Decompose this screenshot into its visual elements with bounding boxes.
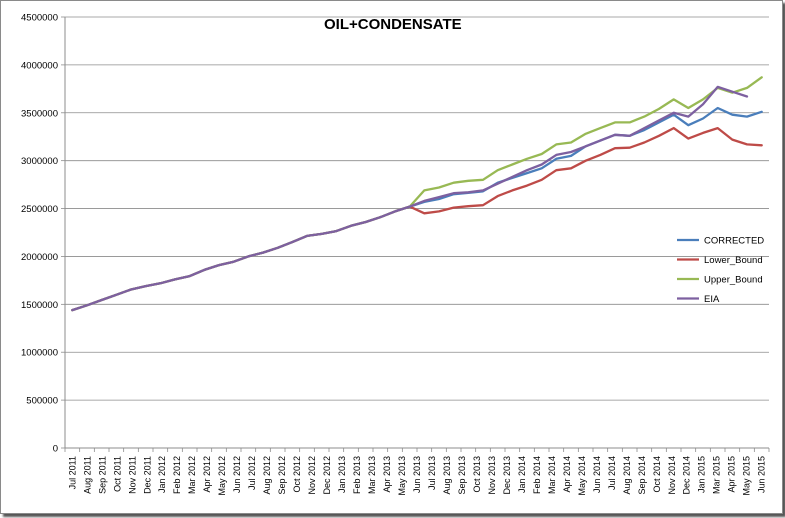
- x-tick-label: Jan 2015: [697, 456, 707, 493]
- x-tick-label: Nov 2012: [307, 456, 317, 495]
- x-tick-label: Feb 2013: [352, 456, 362, 494]
- x-tick-label: Oct 2012: [292, 456, 302, 493]
- x-tick-label: Sep 2012: [277, 456, 287, 495]
- x-tick-label: Dec 2013: [502, 456, 512, 495]
- x-tick-label: Sep 2013: [457, 456, 467, 495]
- x-tick-label: Jun 2012: [232, 456, 242, 493]
- x-tick-label: Feb 2014: [532, 456, 542, 494]
- y-tick-label: 2000000: [21, 252, 58, 263]
- y-tick-label: 1500000: [21, 300, 58, 311]
- y-tick-label: 4000000: [21, 60, 58, 71]
- x-tick-label: Feb 2012: [172, 456, 182, 494]
- y-tick-label: 4500000: [21, 13, 58, 24]
- y-tick-label: 3000000: [21, 156, 58, 167]
- x-tick-label: Apr 2012: [202, 456, 212, 493]
- x-tick-label: May 2013: [397, 456, 407, 496]
- x-tick-label: Sep 2011: [97, 456, 107, 494]
- chart-title: OIL+CONDENSATE: [324, 16, 462, 33]
- series-line-upper-bound: [71, 76, 763, 312]
- legend-label-corrected: CORRECTED: [704, 236, 764, 247]
- y-tick-label: 500000: [26, 396, 58, 407]
- x-tick-label: Oct 2011: [112, 456, 122, 492]
- legend-label-lower-bound: Lower_Bound: [704, 255, 763, 266]
- x-tick-label: Jun 2015: [757, 456, 767, 493]
- y-tick-label: 3500000: [21, 108, 58, 119]
- x-tick-label: Jul 2012: [247, 456, 257, 490]
- x-tick-label: Aug 2011: [82, 456, 92, 494]
- x-tick-label: Jan 2013: [337, 456, 347, 493]
- x-tick-label: Jul 2014: [607, 456, 617, 490]
- x-tick-label: Jul 2011: [67, 456, 77, 489]
- x-tick-label: Mar 2014: [547, 456, 557, 494]
- x-tick-label: Nov 2011: [127, 456, 137, 494]
- x-tick-label: Apr 2014: [562, 456, 572, 493]
- x-tick-label: Dec 2011: [142, 456, 152, 494]
- x-tick-label: May 2014: [577, 456, 587, 496]
- x-tick-label: Jan 2012: [157, 456, 167, 493]
- x-tick-label: Aug 2014: [622, 456, 632, 495]
- series-line-eia: [71, 85, 749, 312]
- y-tick-label: 2500000: [21, 204, 58, 215]
- x-tick-label: Jan 2014: [517, 456, 527, 493]
- legend-label-upper-bound: Upper_Bound: [704, 275, 763, 286]
- x-tick-label: Oct 2013: [472, 456, 482, 493]
- x-tick-label: Mar 2015: [712, 456, 722, 494]
- x-tick-label: Dec 2012: [322, 456, 332, 495]
- x-tick-label: Aug 2012: [262, 456, 272, 495]
- x-tick-label: Jun 2013: [412, 456, 422, 493]
- x-tick-label: May 2012: [217, 456, 227, 496]
- x-tick-label: Aug 2013: [442, 456, 452, 495]
- x-tick-label: Oct 2014: [652, 456, 662, 493]
- x-tick-label: Sep 2014: [637, 456, 647, 495]
- x-tick-label: Mar 2012: [187, 456, 197, 494]
- x-tick-label: Nov 2014: [667, 456, 677, 495]
- x-tick-label: Apr 2015: [727, 456, 737, 493]
- x-tick-label: Dec 2014: [682, 456, 692, 495]
- x-tick-label: Nov 2013: [487, 456, 497, 495]
- y-tick-label: 0: [53, 444, 58, 455]
- legend-label-eia: EIA: [704, 294, 720, 305]
- y-tick-label: 1000000: [21, 348, 58, 359]
- x-tick-label: Jul 2013: [427, 456, 437, 490]
- x-tick-label: Jun 2014: [592, 456, 602, 493]
- x-tick-label: Mar 2013: [367, 456, 377, 494]
- x-tick-label: May 2015: [742, 456, 752, 496]
- x-tick-label: Apr 2013: [382, 456, 392, 493]
- series-line-lower-bound: [71, 126, 763, 312]
